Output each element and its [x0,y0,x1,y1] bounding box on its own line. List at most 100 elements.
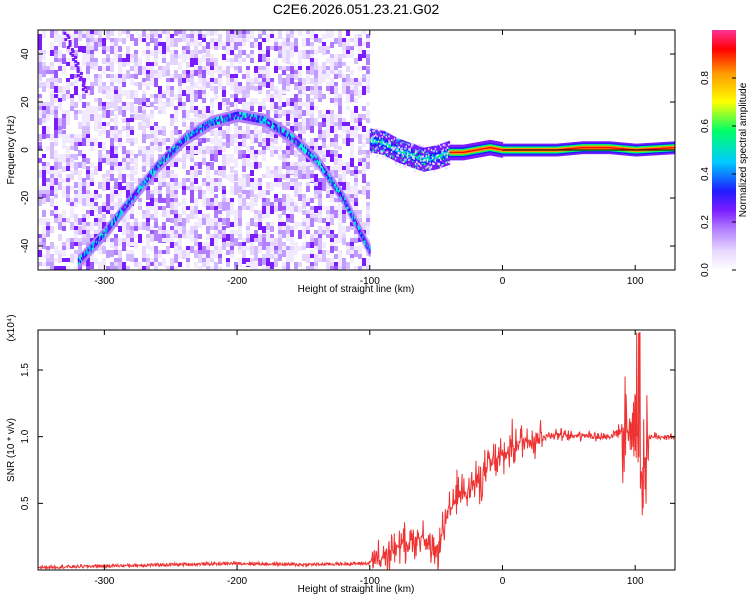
arc-cell [310,148,313,152]
arc-cell [103,235,106,239]
tail-cell [372,141,375,144]
arc-cell [347,206,350,210]
noise-cell [214,210,218,219]
arc-cell [214,122,217,126]
arc-cell [345,197,348,201]
noise-cell [314,206,318,213]
noise-cell [50,74,54,81]
noise-cell [314,118,318,126]
arc-cell [263,113,266,117]
noise-cell [262,106,266,110]
noise-cell [270,202,274,208]
noise-cell [286,54,290,60]
noise-cell [182,118,186,123]
noise-cell [286,110,290,116]
noise-cell [330,206,334,211]
noise-cell [250,54,254,61]
noise-cell [98,82,102,88]
arc-cell [283,136,286,140]
tail-cell [397,145,400,148]
noise-cell [126,94,130,99]
noise-cell [226,202,230,210]
arc-cell [177,149,180,153]
arc-cell [305,144,308,148]
noise-cell [66,246,70,250]
noise-cell [86,38,90,45]
noise-cell [194,198,198,202]
arc-cell [324,167,327,171]
arc-cell [163,153,166,157]
arc-cell [269,127,272,131]
arc-cell [192,137,195,141]
arc-cell [227,119,230,123]
arc-cell [175,151,178,155]
noise-cell [154,222,158,228]
tail-halo-cell [388,142,391,145]
tail-cell [387,142,390,145]
noise-cell [70,210,74,218]
noise-cell [110,94,114,101]
tail-cell [385,139,388,141]
arc-cell [209,121,212,125]
arc-cell [112,218,115,222]
noise-cell [82,158,86,165]
noise-cell [190,86,194,95]
noise-cell [130,118,134,122]
arc-cell [239,109,242,113]
noise-cell [142,102,146,106]
noise-cell [126,126,130,133]
noise-cell [330,262,334,268]
arc-cell [150,168,153,172]
tail-cell [406,162,409,165]
arc-cell [77,255,80,259]
noise-cell [326,190,330,197]
arc-cell [347,203,350,207]
tail-cell [408,146,411,149]
noise-cell [38,218,42,225]
noise-cell [138,150,142,156]
noise-cell [314,254,318,261]
arc-cell [250,116,253,120]
tail-cell [388,149,391,151]
arc-cell [332,182,335,186]
noise-cell [78,94,82,102]
noise-cell [158,130,162,135]
noise-cell [54,206,58,210]
arc-cell [359,234,362,238]
noise-cell [106,46,110,52]
arc-cell [228,118,231,122]
noise-cell [158,154,162,159]
arc-cell [168,156,171,160]
noise-cell [134,234,138,238]
noise-cell [54,246,58,250]
noise-cell [42,30,46,36]
tail-cell [380,143,383,145]
noise-cell [62,178,66,183]
arc-cell [138,186,141,190]
arc-cell [292,142,295,146]
noise-cell [230,46,234,53]
noise-cell [246,154,250,160]
tail-cell [391,138,394,140]
noise-cell [314,238,318,246]
arc-cell [210,121,213,125]
noise-cell [86,54,90,62]
noise-cell [346,262,350,269]
arc-cell [197,126,200,130]
noise-cell [290,106,294,113]
noise-cell [278,198,282,205]
arc-cell [217,114,220,118]
arc-cell [227,116,230,120]
tail-cell [409,154,412,156]
tail-cell [405,149,408,152]
arc-cell [79,255,82,259]
arc-cell [226,114,229,118]
noise-cell [362,126,366,132]
noise-cell [146,102,150,106]
noise-cell [94,110,98,118]
arc-cell [85,247,88,251]
noise-cell [250,186,254,193]
noise-cell [130,74,134,81]
noise-cell [106,210,110,214]
arc-cell [215,114,218,118]
